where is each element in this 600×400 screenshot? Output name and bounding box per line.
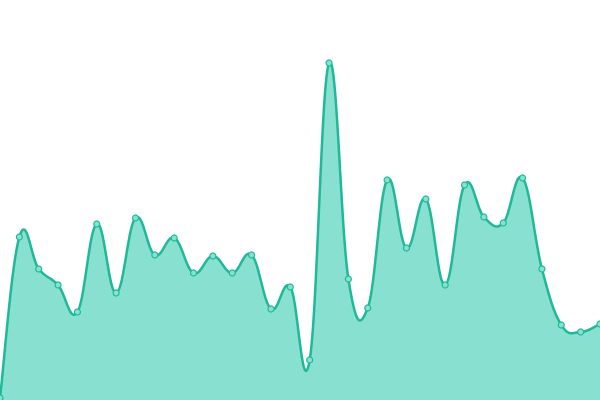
data-point <box>15 233 23 241</box>
data-point <box>151 251 159 259</box>
data-point <box>267 305 275 313</box>
area-fill <box>0 61 600 400</box>
data-point <box>248 251 256 259</box>
data-point <box>286 283 294 291</box>
data-point <box>73 308 82 316</box>
data-point <box>209 252 217 260</box>
data-point <box>402 244 411 252</box>
data-point <box>228 269 236 277</box>
data-point <box>480 213 488 221</box>
data-point <box>306 356 314 364</box>
data-point <box>538 265 546 273</box>
data-point <box>518 174 527 182</box>
data-point <box>54 281 62 289</box>
data-point <box>441 281 449 289</box>
data-point <box>499 219 507 227</box>
data-point <box>596 320 600 328</box>
data-point <box>557 321 565 329</box>
data-point <box>460 181 469 189</box>
data-point <box>383 176 391 184</box>
data-point <box>170 234 178 242</box>
data-point <box>189 269 198 277</box>
data-point <box>93 220 101 228</box>
data-point <box>325 59 333 67</box>
data-point <box>35 265 43 273</box>
data-point <box>131 214 140 222</box>
data-point <box>112 289 120 297</box>
data-point <box>344 275 352 283</box>
data-point <box>364 304 372 312</box>
data-point <box>0 394 4 400</box>
data-point <box>422 195 430 203</box>
data-point <box>577 328 585 336</box>
